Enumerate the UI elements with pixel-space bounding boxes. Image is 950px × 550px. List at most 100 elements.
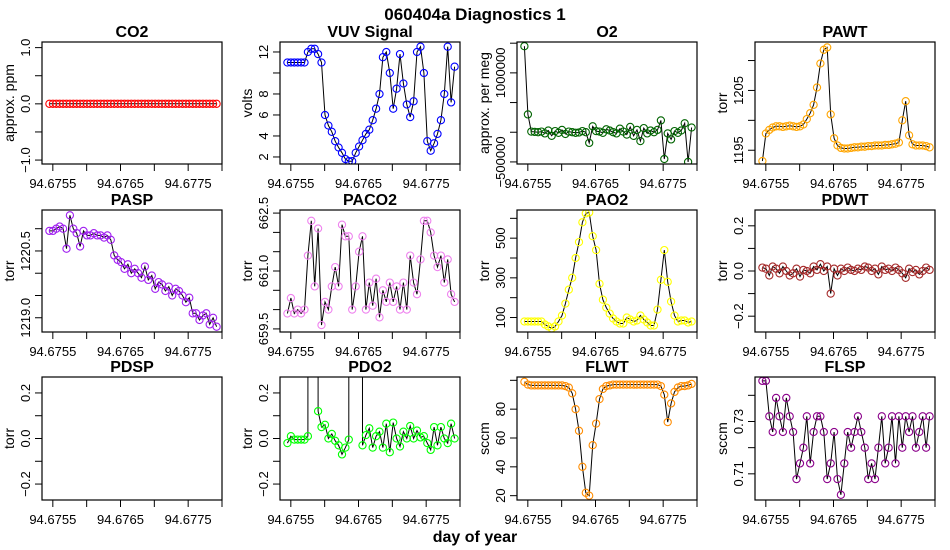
data-point (365, 125, 374, 134)
x-tick-label: 94.6765 (572, 176, 619, 191)
data-point (395, 442, 405, 451)
data-point (653, 125, 662, 135)
x-tick-label: 94.6765 (810, 176, 857, 191)
data-point (313, 49, 323, 59)
panel-title: PDWT (821, 192, 868, 209)
x-tick-label: 94.6775 (165, 176, 212, 191)
series-line (286, 220, 456, 326)
data-point (874, 270, 883, 279)
data-point (626, 122, 635, 132)
data-point (399, 427, 408, 436)
x-tick-label: 94.6775 (403, 176, 450, 191)
plot-frame (279, 376, 461, 501)
data-point (436, 251, 446, 260)
series-pdwt (758, 260, 934, 298)
data-point (348, 157, 357, 164)
data-point (348, 305, 357, 314)
data-point (436, 116, 446, 125)
data-point (898, 443, 907, 452)
data-point (416, 42, 425, 51)
data-point (371, 274, 381, 283)
series-vuv-signal (283, 42, 459, 164)
data-point (443, 438, 452, 448)
data-point (568, 273, 577, 282)
data-point (389, 418, 398, 427)
data-point (385, 278, 394, 287)
data-point (296, 435, 306, 444)
x-tick-label: 94.6765 (335, 176, 382, 191)
data-point (334, 282, 343, 291)
series-flsp (758, 377, 934, 499)
data-point (440, 278, 449, 287)
data-point (826, 459, 835, 468)
data-point (792, 474, 801, 484)
data-point (337, 148, 347, 157)
y-tick-label: 0.0 (731, 262, 746, 280)
data-point (361, 430, 371, 440)
data-point (833, 474, 842, 484)
data-point (320, 110, 330, 120)
panel-title: PDO2 (348, 359, 392, 376)
data-point (65, 211, 75, 220)
x-tick-label: 94.6755 (742, 512, 789, 527)
data-point (758, 263, 767, 272)
data-point (58, 224, 68, 233)
data-point (775, 412, 784, 421)
data-point (660, 154, 669, 164)
y-tick-label: 80 (493, 402, 508, 416)
data-point (354, 142, 364, 151)
data-point (901, 273, 910, 282)
data-point (857, 427, 866, 437)
data-point (443, 255, 452, 264)
data-point (799, 265, 808, 275)
data-point (520, 42, 529, 51)
data-point (891, 139, 900, 148)
data-point (809, 100, 818, 109)
data-point (802, 412, 811, 421)
data-point (361, 305, 371, 314)
data-point (564, 285, 573, 294)
data-point (598, 295, 608, 304)
y-tick-label: 12 (256, 45, 271, 59)
x-tick-label: 94.6765 (335, 344, 382, 359)
data-point (75, 242, 85, 251)
y-tick-label: 0.73 (731, 409, 746, 434)
x-tick-label: 94.6755 (267, 344, 314, 359)
y-tick-label: 0.0 (256, 429, 271, 447)
data-point (904, 427, 914, 437)
data-point (426, 228, 435, 237)
data-point (382, 47, 391, 57)
y-tick-label: −0.2 (256, 471, 271, 497)
x-tick-label: 94.6755 (267, 176, 314, 191)
data-point (619, 319, 628, 328)
data-point (898, 116, 907, 125)
panel-title: FLWT (585, 359, 629, 376)
data-point (378, 443, 388, 452)
data-point (337, 450, 347, 459)
x-tick-label: 94.6755 (742, 176, 789, 191)
data-point (375, 89, 384, 99)
data-point (629, 317, 638, 326)
y-tick-label: 500 (493, 227, 508, 249)
data-point (341, 232, 350, 241)
series-co2 (45, 99, 221, 108)
data-point (602, 125, 611, 134)
data-point (568, 389, 577, 398)
data-point (185, 293, 194, 302)
data-point (402, 100, 411, 109)
x-tick-label: 94.6755 (29, 344, 76, 359)
x-tick-label: 94.6765 (572, 512, 619, 527)
series-line (286, 377, 456, 456)
x-tick-label: 94.6775 (165, 344, 212, 359)
data-point (395, 49, 405, 59)
x-tick-label: 94.6765 (97, 512, 144, 527)
y-tick-label: 20 (493, 488, 508, 502)
data-point (581, 210, 590, 218)
data-point (402, 305, 411, 314)
data-point (771, 393, 781, 403)
panel-pasp: PASP 94.6755 94.6765 94.6775 1219.0 1220.5tor… (1, 192, 223, 359)
data-point (765, 271, 774, 280)
data-point (683, 157, 693, 164)
data-point (666, 297, 676, 306)
